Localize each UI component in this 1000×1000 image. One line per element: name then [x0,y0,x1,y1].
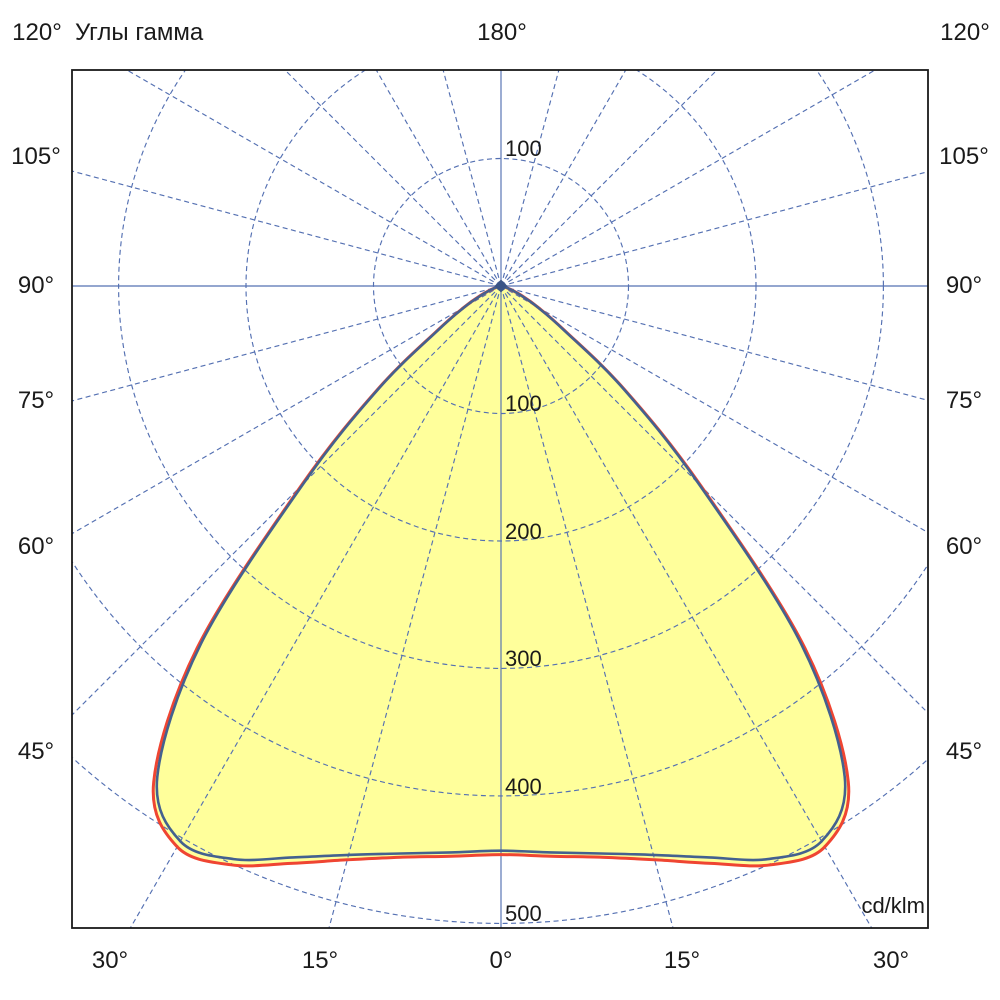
ring-label-400: 400 [505,774,542,799]
ring-label-100: 100 [505,391,542,416]
gamma-label-right-90: 90° [945,272,983,299]
ring-label-100-upper: 100 [505,136,542,161]
gamma-label-right-75: 75° [945,387,983,414]
gamma-label-top-right: 120° [940,19,990,46]
ring-label-500: 500 [505,901,542,926]
gamma-label-left-75: 75° [17,387,55,414]
gamma-label-bottom-0: 0° [489,947,513,974]
gamma-label-bottom-30-left: 30° [91,947,129,974]
plot-border [71,69,929,929]
ring-label-200: 200 [505,519,542,544]
gamma-label-bottom-15-left: 15° [301,947,339,974]
ring-label-300: 300 [505,646,542,671]
gamma-label-right-105: 105° [939,143,989,170]
gamma-label-top-center: 180° [477,19,527,46]
gamma-label-right-45: 45° [945,738,983,765]
gamma-label-right-60: 60° [945,533,983,560]
gamma-label-left-90: 90° [17,272,55,299]
gamma-label-bottom-30-right: 30° [872,947,910,974]
gamma-label-bottom-15-right: 15° [663,947,701,974]
curve-c90-c270 [155,284,847,862]
gamma-label-left-105: 105° [11,143,61,170]
center-marker [494,279,508,293]
chart-title: Углы гамма [75,19,204,46]
gamma-label-left-60: 60° [17,533,55,560]
unit-label: cd/klm [861,893,925,918]
gamma-label-top-left: 120° [12,19,62,46]
gamma-label-left-45: 45° [17,738,55,765]
